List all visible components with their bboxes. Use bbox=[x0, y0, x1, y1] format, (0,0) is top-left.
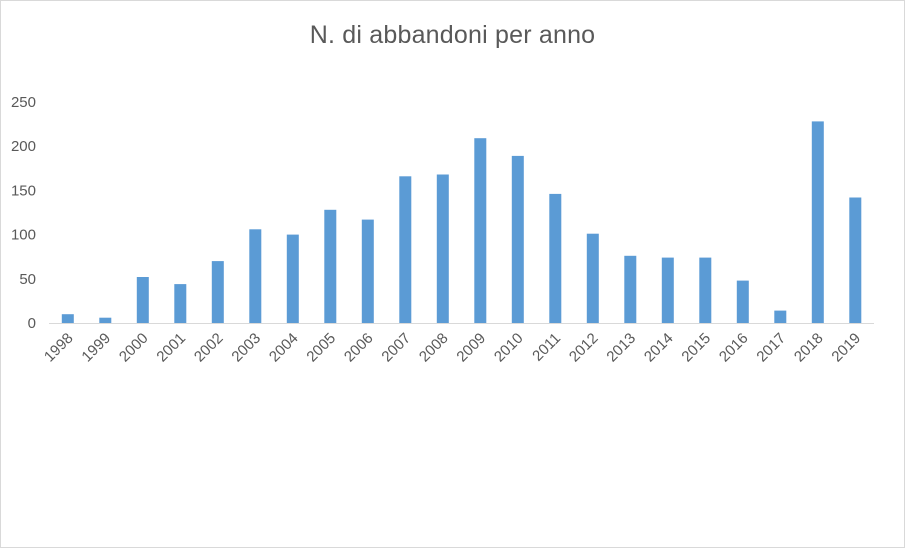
x-tick-label: 2018 bbox=[791, 330, 827, 366]
x-tick-label: 1999 bbox=[78, 330, 114, 366]
bar-1998 bbox=[61, 314, 74, 323]
x-tick-label: 2013 bbox=[603, 330, 639, 366]
bar-2010 bbox=[511, 155, 524, 323]
x-tick-label: 2017 bbox=[753, 330, 789, 366]
x-tick-label: 2012 bbox=[566, 330, 602, 366]
y-tick-label: 100 bbox=[11, 227, 36, 244]
bar-2017 bbox=[774, 310, 787, 323]
y-tick-label: 0 bbox=[28, 315, 36, 332]
bar-2003 bbox=[249, 229, 262, 323]
x-tick-label: 2001 bbox=[153, 330, 189, 366]
x-tick-label: 2008 bbox=[416, 330, 452, 366]
x-tick-label: 2004 bbox=[266, 330, 302, 366]
bar-2019 bbox=[849, 197, 862, 323]
x-tick-label: 2006 bbox=[341, 330, 377, 366]
bar-2002 bbox=[211, 261, 224, 323]
bar-2004 bbox=[286, 234, 299, 323]
bar-2006 bbox=[361, 219, 374, 323]
y-tick-label: 150 bbox=[11, 182, 36, 199]
bar-2016 bbox=[736, 280, 749, 323]
bar-2014 bbox=[661, 257, 674, 323]
x-tick-label: 2011 bbox=[529, 330, 564, 365]
x-tick-label: 2016 bbox=[716, 330, 752, 366]
bars bbox=[61, 121, 862, 324]
bar-2005 bbox=[324, 209, 337, 323]
y-axis-ticks: 0 50 100 150 200 250 bbox=[11, 94, 36, 332]
x-tick-label: 2000 bbox=[116, 330, 152, 366]
x-tick-label: 2005 bbox=[303, 330, 339, 366]
x-axis-ticks: 1998 1999 2000 2001 2002 2003 2004 2005 2006 2007… bbox=[41, 330, 864, 366]
bar-2015 bbox=[699, 257, 712, 323]
bar-2000 bbox=[136, 277, 149, 323]
x-tick-label: 2010 bbox=[491, 330, 527, 366]
y-tick-label: 200 bbox=[11, 138, 36, 155]
bar-2007 bbox=[399, 176, 412, 323]
bar-2011 bbox=[549, 193, 562, 323]
bar-2009 bbox=[474, 138, 487, 323]
bar-1999 bbox=[99, 317, 112, 323]
x-tick-label: 1998 bbox=[41, 330, 77, 366]
bar-2008 bbox=[436, 174, 449, 323]
y-tick-label: 250 bbox=[11, 94, 36, 111]
chart-title: N. di abbandoni per anno bbox=[309, 21, 596, 49]
bar-2013 bbox=[624, 255, 637, 323]
y-tick-label: 50 bbox=[19, 271, 36, 288]
x-tick-label: 2014 bbox=[641, 330, 677, 366]
x-tick-label: 2009 bbox=[453, 330, 489, 366]
bar-2018 bbox=[811, 121, 824, 324]
bar-2012 bbox=[586, 233, 599, 323]
x-tick-label: 2002 bbox=[191, 330, 227, 366]
x-tick-label: 2015 bbox=[678, 330, 714, 366]
x-tick-label: 2003 bbox=[228, 330, 264, 366]
x-tick-label: 2019 bbox=[828, 330, 864, 366]
bar-2001 bbox=[174, 284, 187, 323]
x-tick-label: 2007 bbox=[378, 330, 414, 366]
